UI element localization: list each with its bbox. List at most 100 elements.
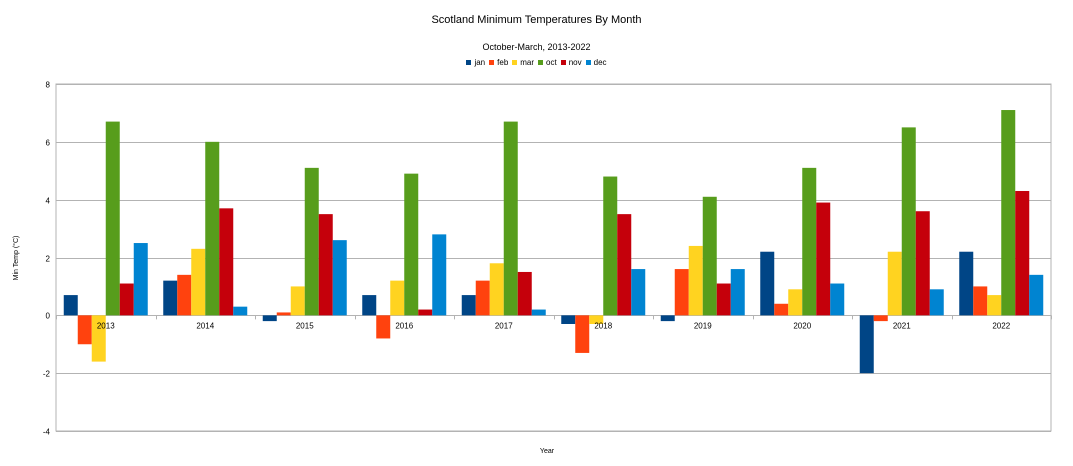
bar-nov-2019 — [716, 283, 731, 316]
legend-item-nov: nov — [560, 58, 582, 67]
legend-item-feb: feb — [489, 58, 508, 67]
legend-label: mar — [520, 58, 535, 67]
bar-mar-2013 — [91, 315, 106, 362]
bar-mar-2022 — [987, 295, 1002, 316]
x-tick-label: 2021 — [893, 321, 911, 330]
legend-label: jan — [474, 58, 486, 67]
bar-dec-2019 — [730, 269, 745, 316]
bar-jan-2021 — [859, 315, 874, 374]
x-tick-label: 2022 — [992, 321, 1010, 330]
bar-jan-2015 — [262, 315, 277, 322]
y-tick-label: -4 — [43, 428, 51, 437]
bar-dec-2014 — [233, 306, 248, 316]
bar-feb-2015 — [276, 312, 291, 316]
bar-jan-2017 — [461, 295, 476, 316]
bar-jan-2016 — [362, 295, 377, 316]
bar-oct-2014 — [205, 141, 220, 316]
legend-label: oct — [546, 58, 557, 67]
y-tick-label: 4 — [46, 197, 51, 206]
bar-oct-2019 — [702, 196, 717, 316]
x-tick-label: 2013 — [97, 321, 115, 330]
bar-oct-2015 — [304, 167, 319, 316]
bar-jan-2013 — [63, 295, 78, 316]
bar-nov-2017 — [517, 271, 532, 316]
legend-item-mar: mar — [512, 58, 534, 67]
bar-nov-2018 — [617, 214, 632, 316]
bar-jan-2014 — [163, 280, 178, 316]
legend-label: nov — [568, 58, 582, 67]
legend-item-oct: oct — [538, 58, 557, 67]
legend-label: dec — [593, 58, 607, 67]
bar-mar-2021 — [887, 251, 902, 316]
y-tick-label: -2 — [43, 370, 51, 379]
bar-jan-2020 — [760, 251, 775, 316]
legend-swatch — [512, 60, 518, 65]
bar-jan-2022 — [959, 251, 974, 316]
bar-feb-2014 — [177, 274, 192, 316]
y-tick-label: 8 — [46, 81, 51, 90]
bar-oct-2016 — [404, 173, 419, 316]
y-tick-label: 6 — [46, 139, 51, 148]
bar-mar-2014 — [191, 248, 206, 316]
bar-mar-2017 — [489, 263, 504, 316]
bar-feb-2016 — [376, 315, 391, 339]
bar-dec-2017 — [531, 309, 546, 316]
bar-feb-2018 — [575, 315, 590, 353]
bar-feb-2020 — [774, 303, 789, 316]
bar-mar-2016 — [390, 280, 405, 316]
bar-nov-2014 — [219, 208, 234, 316]
bar-mar-2015 — [290, 286, 305, 316]
bar-oct-2022 — [1001, 110, 1016, 316]
x-axis-title: Year — [540, 448, 555, 455]
bar-nov-2021 — [915, 211, 930, 316]
bar-mar-2019 — [688, 245, 703, 316]
bar-oct-2021 — [901, 127, 916, 316]
bar-feb-2021 — [873, 315, 888, 322]
x-tick-label: 2019 — [694, 321, 712, 330]
bar-feb-2019 — [674, 269, 689, 316]
legend-swatch — [560, 60, 566, 65]
legend: jan feb mar oct nov dec — [0, 58, 1073, 67]
x-tick-label: 2018 — [594, 321, 612, 330]
bar-dec-2018 — [631, 269, 646, 316]
bar-mar-2020 — [788, 289, 803, 316]
x-tick-label: 2015 — [296, 321, 314, 330]
bar-nov-2016 — [418, 309, 433, 316]
bar-feb-2022 — [973, 286, 988, 316]
legend-swatch — [538, 60, 544, 65]
legend-swatch — [489, 60, 495, 65]
bar-nov-2013 — [119, 283, 134, 316]
bar-oct-2013 — [105, 121, 120, 316]
bar-jan-2019 — [660, 315, 675, 322]
bar-feb-2013 — [77, 315, 92, 345]
bar-dec-2021 — [929, 289, 944, 316]
x-tick-label: 2017 — [495, 321, 513, 330]
x-tick-label: 2016 — [395, 321, 413, 330]
bar-nov-2022 — [1015, 190, 1030, 316]
legend-label: feb — [497, 58, 509, 67]
legend-item-jan: jan — [466, 58, 485, 67]
legend-swatch — [466, 60, 472, 65]
y-tick-label: 2 — [46, 255, 51, 264]
x-tick-label: 2020 — [793, 321, 811, 330]
legend-swatch — [585, 60, 591, 65]
bar-oct-2018 — [603, 176, 618, 316]
bar-dec-2015 — [332, 240, 347, 316]
legend-item-dec: dec — [585, 58, 607, 67]
bar-jan-2018 — [561, 315, 576, 324]
bar-oct-2017 — [503, 121, 518, 316]
bar-dec-2013 — [133, 243, 148, 316]
bar-nov-2020 — [816, 202, 831, 316]
y-tick-label: 0 — [46, 312, 51, 321]
bar-nov-2015 — [318, 214, 333, 316]
chart-subtitle: October-March, 2013-2022 — [482, 42, 591, 52]
y-axis-title: Min Temp (°C) — [12, 236, 20, 281]
bar-oct-2020 — [802, 167, 817, 316]
x-tick-label: 2014 — [196, 321, 214, 330]
chart-title: Scotland Minimum Temperatures By Month — [431, 14, 642, 26]
bar-mar-2018 — [589, 315, 604, 324]
bar-dec-2016 — [432, 234, 447, 316]
bar-feb-2017 — [475, 280, 490, 316]
bar-dec-2022 — [1029, 274, 1044, 316]
